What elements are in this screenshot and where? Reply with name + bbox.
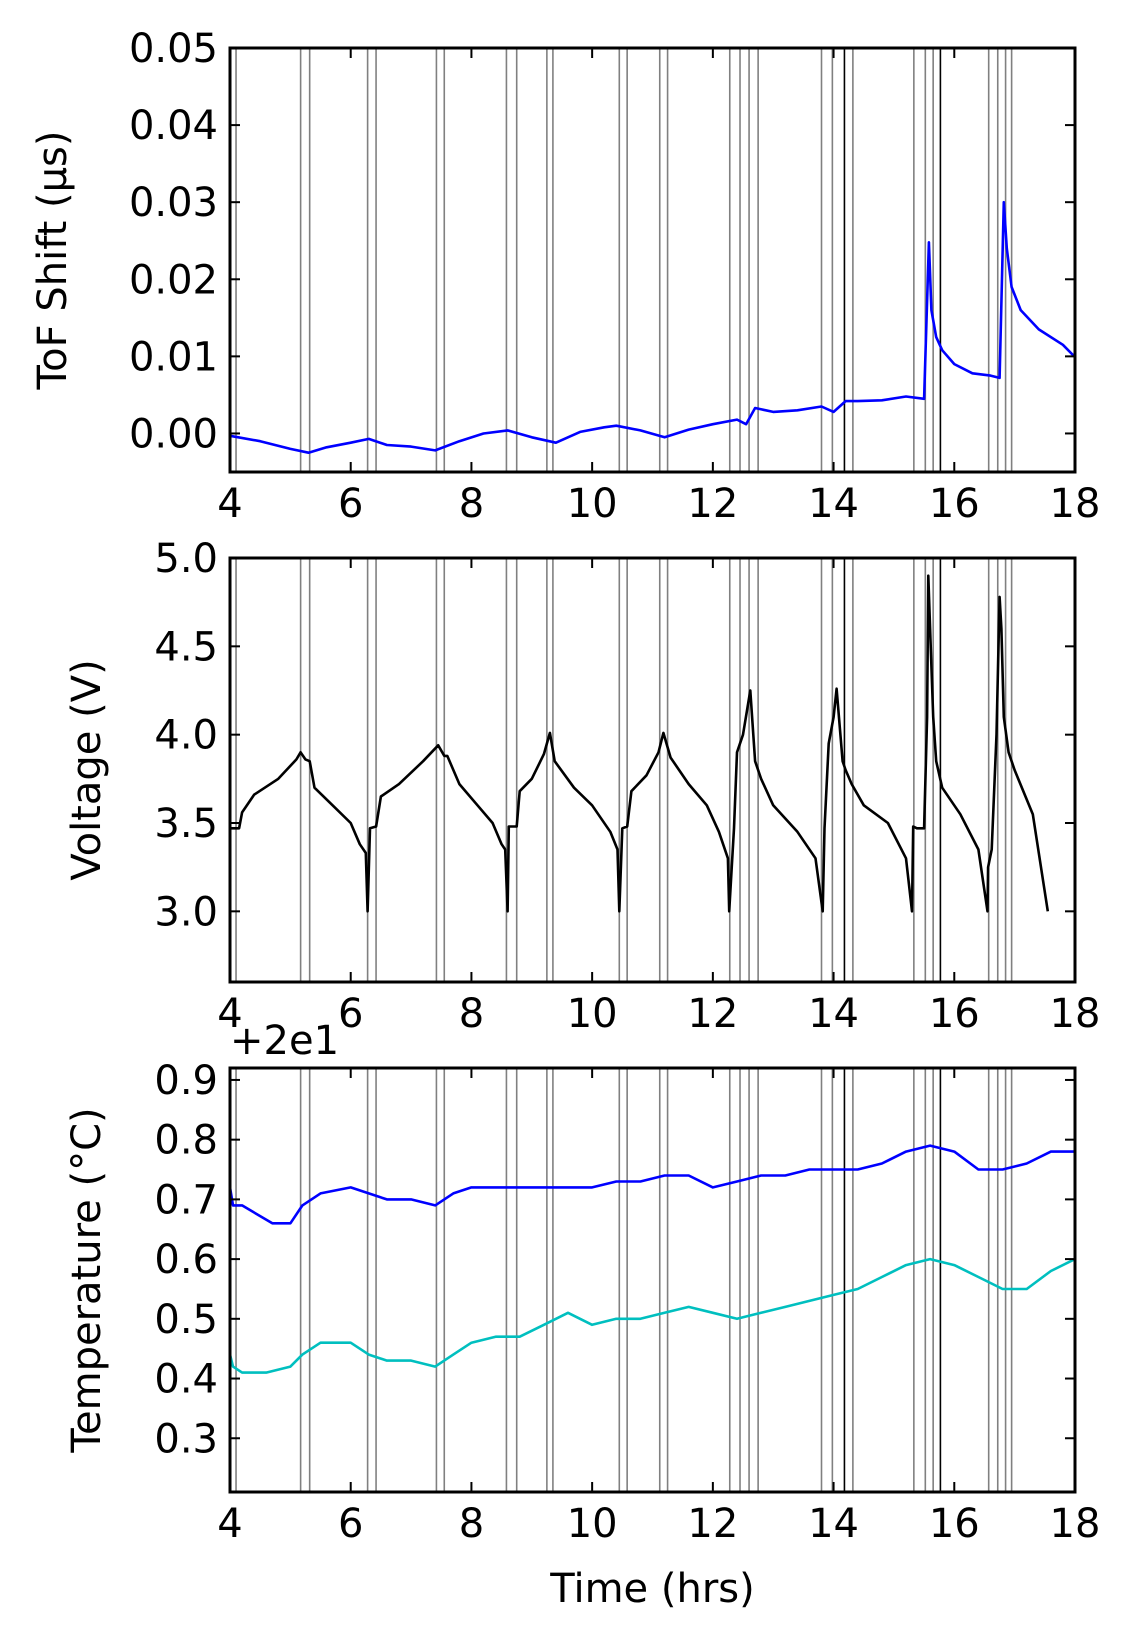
tof-ytick-label: 0.02	[129, 257, 218, 303]
temperature-ylabel: Temperature (°C)	[64, 1107, 110, 1453]
tof-ytick-label: 0.05	[129, 26, 218, 72]
voltage-ytick-label: 4.0	[154, 713, 218, 759]
voltage-ytick-label: 4.5	[154, 624, 218, 670]
voltage-xtick-label: 8	[459, 991, 484, 1037]
tof-xtick-label: 8	[459, 481, 484, 527]
voltage-ytick-label: 5.0	[154, 536, 218, 582]
temperature-series-line-1	[228, 1144, 1075, 1225]
temperature-offset-label: +2e1	[230, 1018, 339, 1064]
temperature-ytick-label: 0.4	[154, 1357, 218, 1403]
voltage-ytick-label: 3.5	[154, 801, 218, 847]
temperature-series	[228, 1144, 1076, 1374]
temperature-series-line-2	[228, 1257, 1076, 1374]
tof-panel: 0.00 0.01 0.02 0.03 0.04 0.05 4 6 8 10 12 14 16 18 T…	[30, 26, 1100, 527]
temperature-ytick-label: 0.5	[154, 1297, 218, 1343]
tof-xtick-label: 6	[338, 481, 363, 527]
tof-ticks	[229, 47, 1076, 472]
voltage-ticks	[229, 557, 1076, 982]
tof-ytick-label: 0.04	[129, 103, 218, 149]
temperature-xlabel: Time (hrs)	[549, 1566, 754, 1612]
voltage-ylabel: Voltage (V)	[64, 659, 110, 880]
tof-xtick-label: 18	[1050, 481, 1101, 527]
tof-xtick-label: 10	[567, 481, 618, 527]
temperature-xtick-label: 12	[687, 1501, 738, 1547]
temperature-frame	[228, 1066, 1077, 1494]
voltage-xtick-label: 4	[217, 991, 242, 1037]
voltage-xtick-label: 6	[338, 991, 363, 1037]
temperature-ytick-label: 0.7	[154, 1177, 218, 1223]
voltage-xtick-label: 18	[1050, 991, 1101, 1037]
tof-series-line-1	[229, 200, 1076, 455]
tof-xtick-label: 4	[217, 481, 242, 527]
tof-ytick-label: 0.03	[129, 180, 218, 226]
voltage-series-line-1	[230, 574, 1050, 913]
tof-ytick-label: 0.00	[129, 411, 218, 457]
temperature-xtick-label: 14	[808, 1501, 859, 1547]
temperature-panel: 0.3 0.4 0.5 0.6 0.7 0.8 0.9 4 6 8 10 12 14 16 18 Temp…	[64, 1018, 1100, 1612]
temperature-xtick-label: 4	[217, 1501, 242, 1547]
temperature-ticks	[229, 1068, 1076, 1492]
voltage-ytick-label: 3.0	[154, 889, 218, 935]
tof-xtick-label: 16	[929, 481, 980, 527]
temperature-xtick-label: 10	[567, 1501, 618, 1547]
tof-ytick-label: 0.01	[129, 334, 218, 380]
temperature-xtick-labels: 4 6 8 10 12 14 16 18	[217, 1501, 1100, 1547]
tof-ytick-labels: 0.00 0.01 0.02 0.03 0.04 0.05	[129, 26, 218, 457]
tof-xtick-labels: 4 6 8 10 12 14 16 18	[217, 481, 1100, 527]
temperature-ytick-label: 0.6	[154, 1237, 218, 1283]
voltage-xtick-label: 16	[929, 991, 980, 1037]
voltage-series	[230, 574, 1050, 913]
temperature-xtick-label: 6	[338, 1501, 363, 1547]
tof-xtick-label: 14	[808, 481, 859, 527]
voltage-ytick-labels: 3.0 3.5 4.0 4.5 5.0	[154, 536, 218, 935]
temperature-ytick-labels: 0.3 0.4 0.5 0.6 0.7 0.8 0.9	[154, 1058, 218, 1462]
tof-ylabel: ToF Shift (μs)	[30, 131, 76, 391]
temperature-ytick-label: 0.8	[154, 1118, 218, 1164]
tof-event-lines	[235, 48, 1013, 472]
temperature-ytick-label: 0.3	[154, 1416, 218, 1462]
voltage-frame	[228, 556, 1077, 984]
tof-xtick-label: 12	[687, 481, 738, 527]
voltage-xtick-labels: 4 6 8 10 12 14 16 18	[217, 991, 1100, 1037]
temperature-event-lines	[235, 1068, 1013, 1492]
voltage-xtick-label: 10	[567, 991, 618, 1037]
voltage-panel: 3.0 3.5 4.0 4.5 5.0 4 6 8 10 12 14 16 18 Voltage (V…	[64, 536, 1100, 1037]
tof-frame	[228, 46, 1077, 474]
tof-series	[229, 200, 1076, 455]
voltage-xtick-label: 12	[687, 991, 738, 1037]
voltage-xtick-label: 14	[808, 991, 859, 1037]
temperature-xtick-label: 18	[1050, 1501, 1101, 1547]
temperature-xtick-label: 16	[929, 1501, 980, 1547]
temperature-xtick-label: 8	[459, 1501, 484, 1547]
temperature-ytick-label: 0.9	[154, 1058, 218, 1104]
